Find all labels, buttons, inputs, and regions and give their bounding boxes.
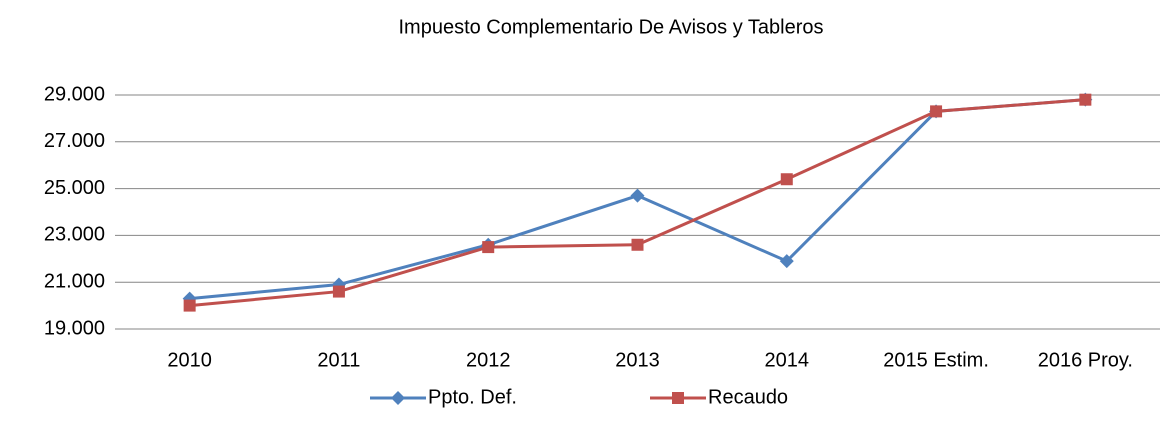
series-line: [189, 98, 1086, 308]
x-tick-label: 2012: [466, 349, 511, 371]
point: [779, 254, 794, 269]
y-tick-label: 19.000: [44, 317, 105, 339]
point: [930, 105, 943, 118]
y-tick-label: 21.000: [44, 270, 105, 292]
x-tick-label: 2011: [317, 349, 360, 371]
x-tick-label: 2014: [765, 349, 810, 371]
legend-marker: [672, 392, 684, 404]
point: [332, 285, 345, 298]
legend-label: Recaudo: [708, 386, 788, 408]
x-tick-label: 2016 Proy.: [1038, 349, 1133, 371]
y-tick-label: 27.000: [44, 130, 105, 152]
point: [631, 238, 644, 251]
y-tick-label: 29.000: [44, 83, 105, 105]
y-tick-label: 23.000: [44, 224, 105, 246]
point: [780, 173, 793, 186]
point: [630, 188, 645, 203]
y-tick-label: 25.000: [44, 177, 105, 199]
legend-label: Ppto. Def.: [428, 386, 517, 408]
point: [183, 299, 196, 312]
legend-marker: [391, 391, 405, 405]
x-tick-label: 2013: [615, 349, 660, 371]
chart-title: Impuesto Complementario De Avisos y Tabl…: [398, 16, 823, 38]
point: [1079, 93, 1092, 106]
point: [482, 241, 495, 254]
x-tick-label: 2015 Estim.: [883, 349, 989, 371]
x-tick-label: 2010: [167, 349, 212, 371]
